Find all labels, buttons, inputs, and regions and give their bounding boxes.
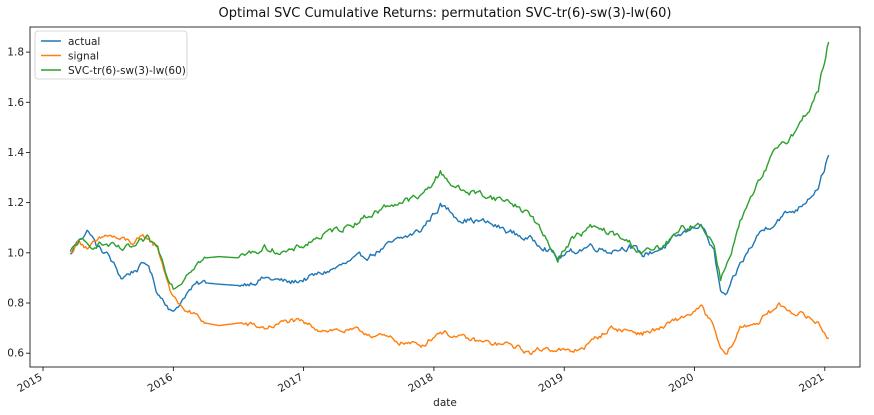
legend-label-signal: signal xyxy=(68,50,99,62)
x-tick-label: 2020 xyxy=(667,371,696,395)
y-tick-label: 0.8 xyxy=(7,298,24,310)
plot-frame xyxy=(29,26,861,368)
series-line-actual xyxy=(70,154,830,312)
series-line-strategy xyxy=(69,41,830,290)
y-tick-label: 1.0 xyxy=(7,247,24,259)
x-tick-label: 2015 xyxy=(15,371,44,395)
y-tick-label: 1.2 xyxy=(7,197,24,209)
legend-label-actual: actual xyxy=(68,36,100,48)
x-axis-label: date xyxy=(433,397,457,409)
x-tick-label: 2018 xyxy=(406,371,435,395)
y-axis: 0.6 0.8 1.0 1.2 1.4 1.6 1.8 xyxy=(7,47,30,360)
y-tick-label: 1.8 xyxy=(7,47,24,59)
x-tick-label: 2017 xyxy=(276,371,305,395)
legend: actual signal SVC-tr(6)-sw(3)-lw(60) xyxy=(34,30,188,80)
series-line-signal xyxy=(70,234,829,355)
x-tick-label: 2019 xyxy=(537,371,566,395)
series-layer xyxy=(69,41,830,355)
x-tick-label: 2016 xyxy=(146,371,175,395)
y-tick-label: 0.6 xyxy=(7,348,24,360)
y-tick-label: 1.6 xyxy=(7,97,24,109)
x-tick-label: 2021 xyxy=(797,371,826,395)
legend-label-strategy: SVC-tr(6)-sw(3)-lw(60) xyxy=(68,65,186,77)
x-axis: 2015 2016 2017 2018 2019 2020 2021 xyxy=(15,367,826,395)
y-tick-label: 1.4 xyxy=(7,147,24,159)
chart-title: Optimal SVC Cumulative Returns: permutat… xyxy=(219,6,672,21)
legend-box xyxy=(34,30,188,80)
